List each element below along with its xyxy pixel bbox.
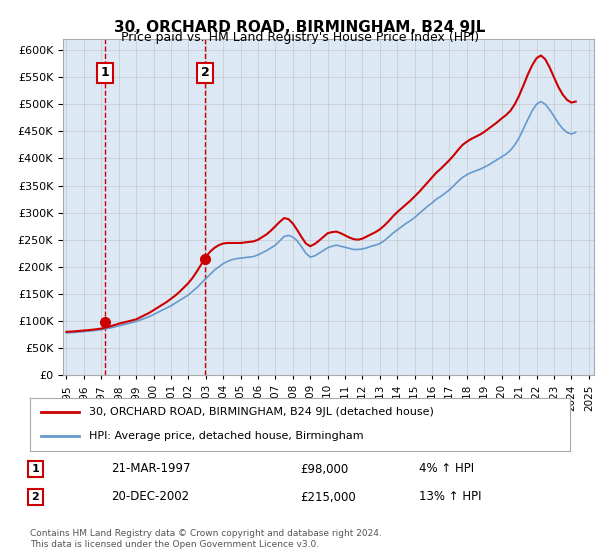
Text: 20-DEC-2002: 20-DEC-2002 [111, 491, 189, 503]
Text: 1: 1 [32, 464, 39, 474]
Text: 4% ↑ HPI: 4% ↑ HPI [419, 463, 474, 475]
Text: 30, ORCHARD ROAD, BIRMINGHAM, B24 9JL (detached house): 30, ORCHARD ROAD, BIRMINGHAM, B24 9JL (d… [89, 408, 434, 418]
Text: 1: 1 [101, 66, 109, 80]
Text: Price paid vs. HM Land Registry's House Price Index (HPI): Price paid vs. HM Land Registry's House … [121, 31, 479, 44]
Text: 2: 2 [200, 66, 209, 80]
Text: £215,000: £215,000 [300, 491, 356, 503]
Text: HPI: Average price, detached house, Birmingham: HPI: Average price, detached house, Birm… [89, 431, 364, 441]
Text: Contains HM Land Registry data © Crown copyright and database right 2024.
This d: Contains HM Land Registry data © Crown c… [30, 529, 382, 549]
Text: 2: 2 [32, 492, 39, 502]
Text: 21-MAR-1997: 21-MAR-1997 [111, 463, 191, 475]
Text: £98,000: £98,000 [300, 463, 348, 475]
Text: 30, ORCHARD ROAD, BIRMINGHAM, B24 9JL: 30, ORCHARD ROAD, BIRMINGHAM, B24 9JL [115, 20, 485, 35]
Text: 13% ↑ HPI: 13% ↑ HPI [419, 491, 481, 503]
